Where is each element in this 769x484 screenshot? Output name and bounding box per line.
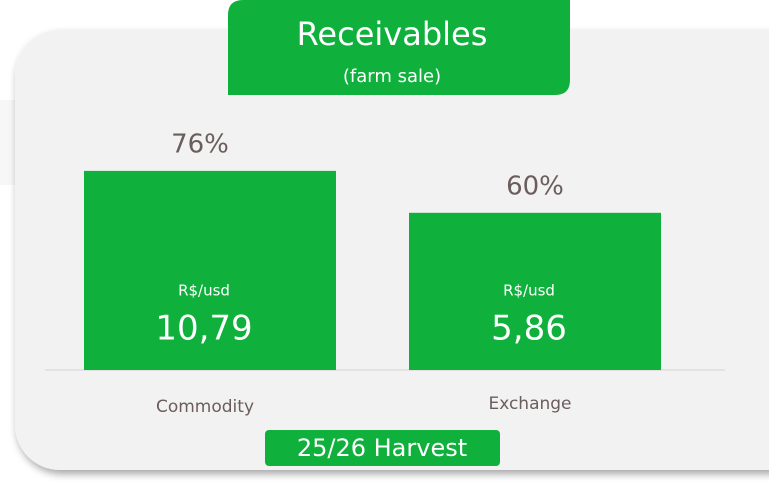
bar <box>84 170 336 370</box>
annotation-box <box>265 430 500 466</box>
bar <box>409 212 661 370</box>
x-tick-label: Exchange <box>488 394 571 414</box>
rate-unit: R$/usd <box>178 282 230 300</box>
value-label: 76% <box>171 129 229 159</box>
rate-label: 5,86 <box>491 309 567 349</box>
rate-unit: R$/usd <box>503 282 555 300</box>
chart-title: Receivables <box>297 15 488 53</box>
x-tick-label: Commodity <box>156 397 254 417</box>
annotation: 25/26 Harvest <box>297 434 467 462</box>
title-box <box>228 0 570 95</box>
rate-label: 10,79 <box>155 309 252 349</box>
chart-subtitle: (farm sale) <box>343 66 441 87</box>
value-label: 60% <box>506 171 564 201</box>
